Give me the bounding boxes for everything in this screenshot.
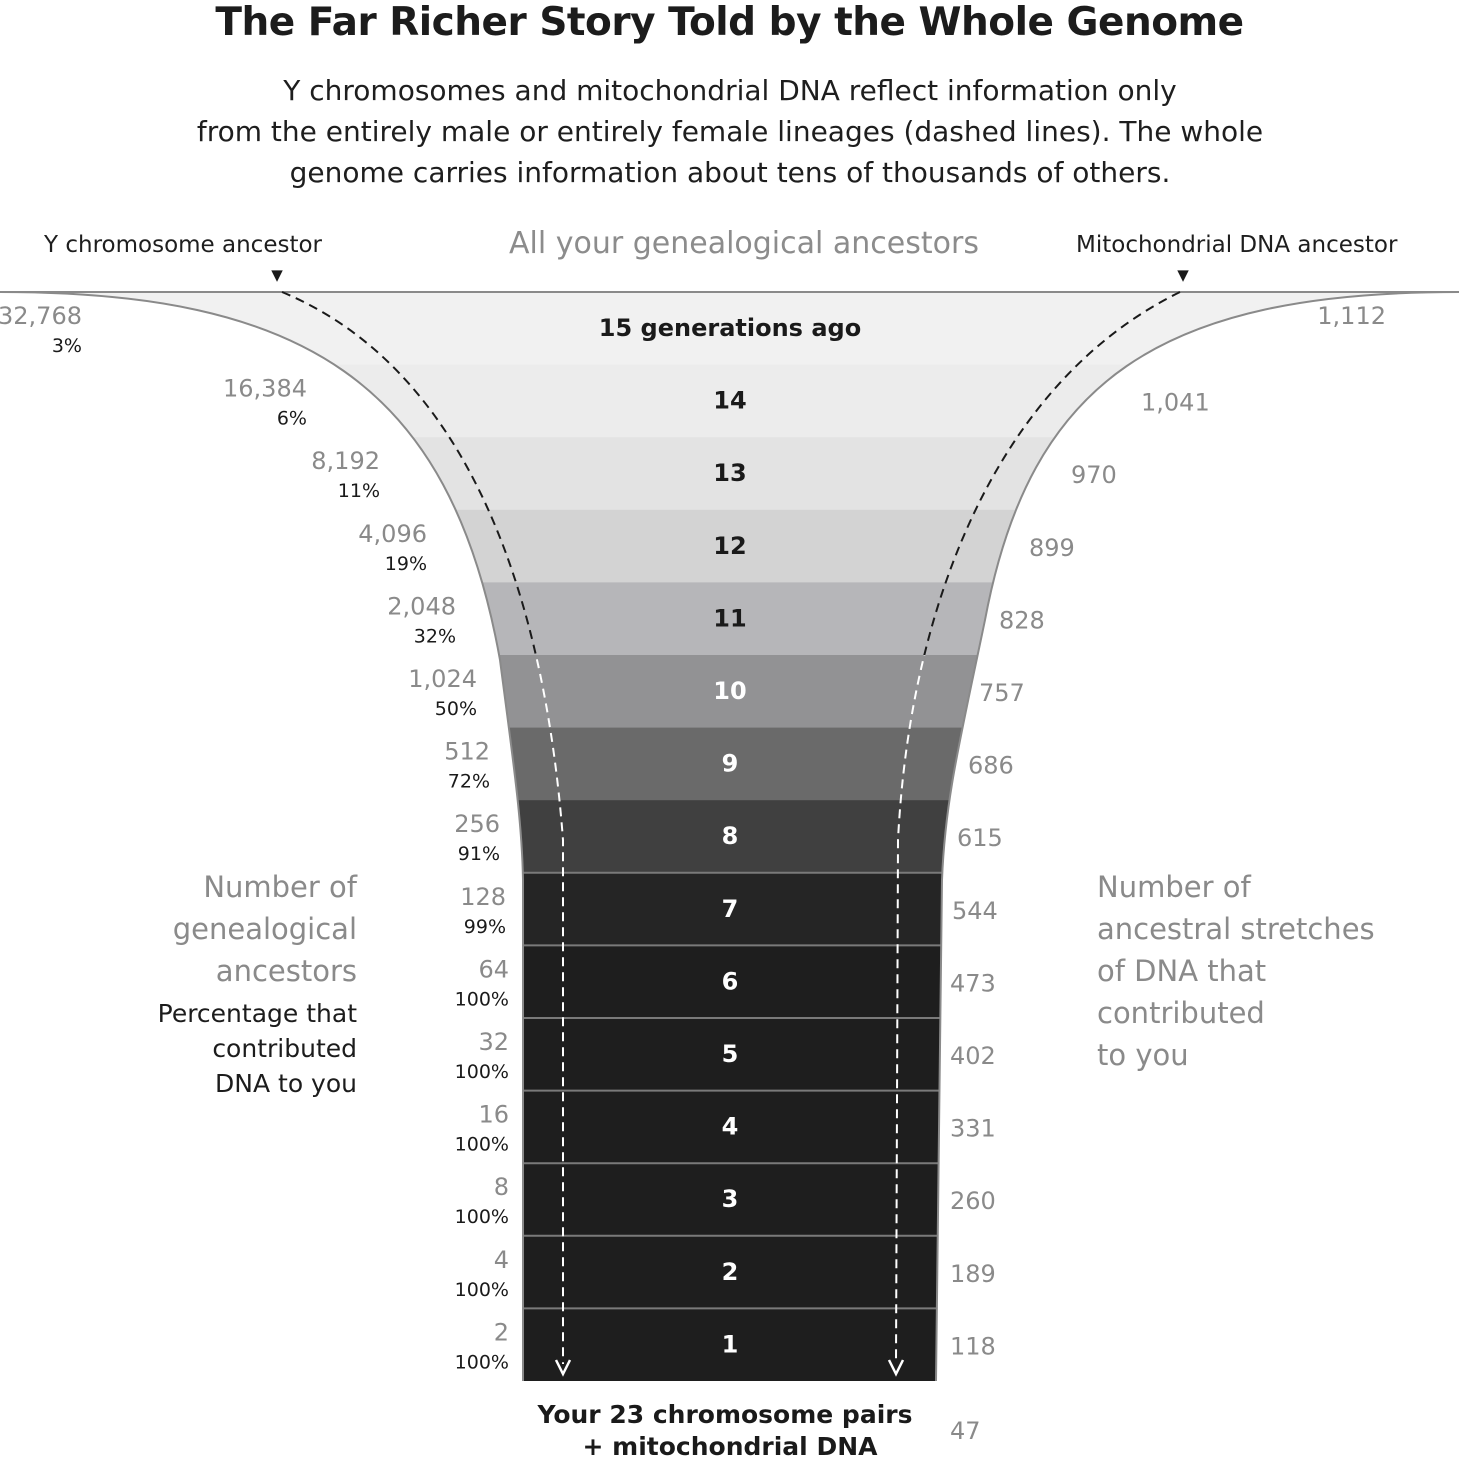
page-title: The Far Richer Story Told by the Whole G… bbox=[215, 0, 1244, 45]
ancestor-count: 8 bbox=[494, 1173, 509, 1201]
contribution-percent: 91% bbox=[458, 843, 500, 865]
arrow-down-icon bbox=[887, 1359, 905, 1377]
ancestor-count: 4,096 bbox=[358, 520, 427, 548]
contribution-percent: 72% bbox=[448, 771, 490, 793]
contribution-percent: 100% bbox=[455, 1061, 509, 1083]
contribution-percent: 3% bbox=[52, 335, 82, 357]
left-subheading-line: Percentage that bbox=[157, 999, 357, 1028]
ancestor-count: 256 bbox=[454, 810, 500, 838]
left-heading: Number of genealogical ancestors bbox=[100, 866, 357, 992]
left-subheading-line: contributed bbox=[212, 1034, 357, 1063]
subtitle-line: genome carries information about tens of… bbox=[289, 156, 1171, 189]
left-heading-line: ancestors bbox=[215, 954, 357, 988]
y-ancestor-label: Y chromosome ancestor bbox=[44, 232, 322, 258]
dna-stretch-count: 1,112 bbox=[1317, 302, 1386, 330]
ancestor-count: 2 bbox=[494, 1318, 509, 1346]
contribution-percent: 100% bbox=[455, 1206, 509, 1228]
ancestor-count: 4 bbox=[494, 1246, 509, 1274]
generation-label: 2 bbox=[722, 1258, 739, 1286]
dna-stretch-count: 686 bbox=[968, 752, 1014, 780]
ancestor-count: 64 bbox=[478, 955, 509, 983]
ancestor-count: 32,768 bbox=[0, 302, 82, 330]
dna-stretch-count: 473 bbox=[950, 969, 996, 997]
contribution-percent: 100% bbox=[455, 1351, 509, 1373]
right-heading-line: to you bbox=[1097, 1038, 1189, 1072]
bottom-label: + mitochondrial DNA bbox=[583, 1432, 879, 1457]
contribution-percent: 100% bbox=[455, 1134, 509, 1156]
generation-label: 15 generations ago bbox=[599, 314, 861, 342]
dna-stretch-count: 899 bbox=[1029, 534, 1075, 562]
right-heading-line: Number of bbox=[1097, 870, 1251, 904]
bottom-value: 47 bbox=[950, 1417, 981, 1445]
contribution-percent: 100% bbox=[455, 1279, 509, 1301]
dna-stretch-count: 260 bbox=[950, 1187, 996, 1215]
arrow-down-icon bbox=[554, 1359, 572, 1377]
right-heading: Number of ancestral stretches of DNA tha… bbox=[1097, 866, 1417, 1076]
ancestor-count: 1,024 bbox=[408, 665, 477, 693]
left-heading-line: genealogical bbox=[172, 912, 357, 946]
contribution-percent: 50% bbox=[435, 698, 477, 720]
dna-stretch-count: 402 bbox=[950, 1042, 996, 1070]
generation-label: 13 bbox=[713, 459, 746, 487]
subtitle: Y chromosomes and mitochondrial DNA refl… bbox=[160, 70, 1300, 193]
generation-label: 10 bbox=[713, 677, 746, 705]
dna-stretch-count: 189 bbox=[950, 1260, 996, 1288]
generation-label: 12 bbox=[713, 532, 746, 560]
contribution-percent: 19% bbox=[385, 553, 427, 575]
dna-stretch-count: 118 bbox=[950, 1332, 996, 1360]
generation-label: 14 bbox=[713, 387, 746, 415]
left-subheading: Percentage that contributed DNA to you bbox=[100, 996, 357, 1101]
dna-stretch-count: 1,041 bbox=[1141, 389, 1210, 417]
all-ancestors-label: All your genealogical ancestors bbox=[509, 226, 979, 261]
mito-ancestor-label: Mitochondrial DNA ancestor bbox=[1076, 232, 1398, 258]
ancestor-count: 16 bbox=[478, 1101, 509, 1129]
ancestor-count: 32 bbox=[478, 1028, 509, 1056]
dna-stretch-count: 828 bbox=[999, 606, 1045, 634]
ancestor-count: 16,384 bbox=[223, 375, 307, 403]
generation-label: 4 bbox=[722, 1113, 739, 1141]
generation-label: 5 bbox=[722, 1040, 739, 1068]
left-subheading-line: DNA to you bbox=[215, 1069, 357, 1098]
dna-stretch-count: 544 bbox=[952, 897, 998, 925]
generation-label: 8 bbox=[722, 822, 739, 850]
generation-label: 6 bbox=[722, 967, 739, 995]
contribution-percent: 32% bbox=[414, 625, 456, 647]
contribution-percent: 6% bbox=[277, 408, 307, 430]
dna-stretch-count: 331 bbox=[950, 1115, 996, 1143]
right-heading-line: of DNA that bbox=[1097, 954, 1267, 988]
contribution-percent: 99% bbox=[464, 916, 506, 938]
dna-stretch-count: 757 bbox=[979, 679, 1025, 707]
bottom-label: Your 23 chromosome pairs bbox=[537, 1400, 913, 1429]
mito-lineage-line bbox=[923, 291, 1181, 655]
generation-label: 1 bbox=[722, 1330, 739, 1358]
generation-label: 11 bbox=[713, 604, 746, 632]
generation-label: 7 bbox=[722, 895, 739, 923]
subtitle-line: Y chromosomes and mitochondrial DNA refl… bbox=[283, 74, 1177, 107]
left-heading-line: Number of bbox=[203, 870, 357, 904]
ancestor-marker-icon: ▼ bbox=[1177, 266, 1189, 284]
contribution-percent: 100% bbox=[455, 988, 509, 1010]
contribution-percent: 11% bbox=[338, 480, 380, 502]
ancestor-marker-icon: ▼ bbox=[271, 266, 283, 284]
dna-stretch-count: 970 bbox=[1071, 461, 1117, 489]
ancestor-count: 128 bbox=[460, 883, 506, 911]
generation-label: 3 bbox=[722, 1185, 739, 1213]
ancestor-count: 512 bbox=[444, 738, 490, 766]
subtitle-line: from the entirely male or entirely femal… bbox=[196, 115, 1264, 148]
ancestor-count: 8,192 bbox=[311, 447, 380, 475]
right-heading-line: contributed bbox=[1097, 996, 1265, 1030]
generation-label: 9 bbox=[722, 750, 739, 778]
right-heading-line: ancestral stretches bbox=[1097, 912, 1375, 946]
ancestor-count: 2,048 bbox=[387, 592, 456, 620]
dna-stretch-count: 615 bbox=[957, 824, 1003, 852]
funnel-outline bbox=[0, 291, 1459, 1382]
